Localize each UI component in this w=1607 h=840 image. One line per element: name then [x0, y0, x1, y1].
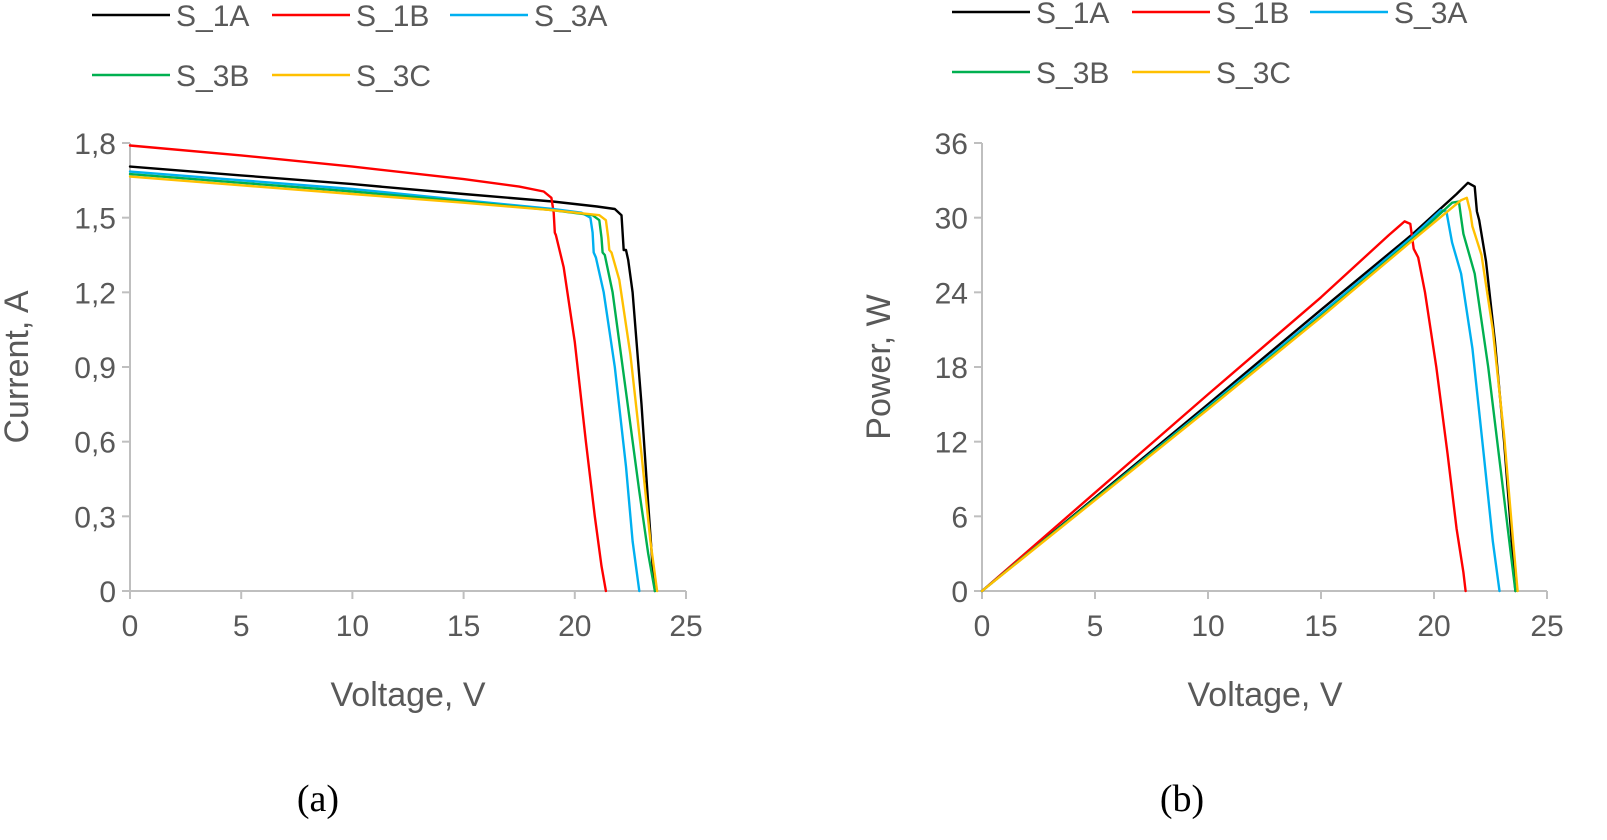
y-tick-label-b: 6 — [951, 501, 968, 534]
legend-item-a-s3a: S_3A — [450, 0, 607, 33]
chart-a: S_1A S_1B S_3A S_3B S_3C 0 0,3 0,6 0,9 — [0, 0, 703, 820]
legend-label-a-s3b: S_3B — [176, 60, 249, 93]
ticks-a: 0 0,3 0,6 0,9 1,2 1,5 1,8 0 5 10 15 20 25 — [74, 128, 702, 643]
series-line-b-s-1b — [980, 220, 1467, 593]
x-tick-label-a: 20 — [558, 610, 591, 643]
x-axis-title-a: Voltage, V — [330, 676, 485, 714]
legend-label-b-s3b: S_3B — [1036, 57, 1109, 90]
legend-label-b-s1b: S_1B — [1216, 0, 1289, 30]
legend-label-b-s1a: S_1A — [1036, 0, 1109, 30]
y-tick-label-b: 24 — [935, 277, 968, 310]
x-tick-label-a: 5 — [233, 610, 250, 643]
x-tick-label-b: 15 — [1304, 610, 1337, 643]
legend-item-a-s3c: S_3C — [272, 60, 431, 93]
series-line-a-s-1a — [128, 165, 657, 593]
y-axis-title-a: Current, A — [0, 290, 36, 443]
y-tick-label-b: 0 — [951, 576, 968, 609]
legend-item-b-s3c: S_3C — [1132, 57, 1291, 90]
y-axis-title-b: Power, W — [860, 294, 898, 439]
caption-a: (a) — [297, 778, 339, 820]
series-line-b-s-3b — [980, 200, 1517, 593]
caption-b: (b) — [1160, 778, 1204, 820]
y-tick-label-a: 0,9 — [74, 352, 116, 385]
series-line-b-s-1a — [980, 181, 1517, 593]
series-line-a-s-1b — [128, 144, 608, 593]
x-tick-label-a: 25 — [669, 610, 702, 643]
legend-label-b-s3c: S_3C — [1216, 57, 1291, 90]
y-tick-label-a: 1,2 — [74, 277, 116, 310]
legend-label-b-s3a: S_3A — [1394, 0, 1467, 30]
chart-b: S_1A S_1B S_3A S_3B S_3C 0 6 12 18 24 30 — [860, 0, 1564, 820]
legend-item-b-s1a: S_1A — [952, 0, 1109, 30]
axes-a — [129, 143, 686, 592]
series-line-b-s-3a — [980, 208, 1501, 593]
legend-b: S_1A S_1B S_3A S_3B S_3C — [952, 0, 1467, 90]
series-b — [980, 181, 1519, 593]
x-tick-label-a: 0 — [122, 610, 139, 643]
legend-item-b-s3a: S_3A — [1310, 0, 1467, 30]
y-tick-label-a: 0,6 — [74, 427, 116, 460]
series-line-a-s-3b — [128, 172, 657, 593]
y-tick-label-b: 18 — [935, 352, 968, 385]
series-line-b-s-3c — [980, 196, 1519, 593]
y-tick-label-a: 1,5 — [74, 203, 116, 236]
series-line-a-s-3a — [128, 170, 641, 593]
legend-item-a-s3b: S_3B — [92, 60, 249, 93]
y-tick-label-a: 0,3 — [74, 501, 116, 534]
y-tick-label-b: 36 — [935, 128, 968, 161]
legend-item-b-s3b: S_3B — [952, 57, 1109, 90]
series-a — [128, 144, 659, 593]
y-tick-label-a: 0 — [99, 576, 116, 609]
series-line-a-s-3c — [128, 175, 659, 593]
y-tick-label-a: 1,8 — [74, 128, 116, 161]
ticks-b: 0 6 12 18 24 30 36 0 5 10 15 20 25 — [935, 128, 1564, 643]
x-tick-label-b: 25 — [1530, 610, 1563, 643]
x-tick-label-b: 10 — [1191, 610, 1224, 643]
legend-label-a-s1a: S_1A — [176, 0, 249, 33]
y-tick-label-b: 12 — [935, 427, 968, 460]
x-tick-label-b: 20 — [1417, 610, 1450, 643]
legend-item-a-s1a: S_1A — [92, 0, 249, 33]
legend-item-a-s1b: S_1B — [272, 0, 429, 33]
legend-label-a-s3a: S_3A — [534, 0, 607, 33]
legend-item-b-s1b: S_1B — [1132, 0, 1289, 30]
x-tick-label-b: 5 — [1087, 610, 1104, 643]
legend-label-a-s3c: S_3C — [356, 60, 431, 93]
legend-a: S_1A S_1B S_3A S_3B S_3C — [92, 0, 607, 93]
x-tick-label-b: 0 — [974, 610, 991, 643]
x-tick-label-a: 15 — [447, 610, 480, 643]
y-tick-label-b: 30 — [935, 203, 968, 236]
x-tick-label-a: 10 — [336, 610, 369, 643]
x-axis-title-b: Voltage, V — [1187, 676, 1342, 714]
legend-label-a-s1b: S_1B — [356, 0, 429, 33]
